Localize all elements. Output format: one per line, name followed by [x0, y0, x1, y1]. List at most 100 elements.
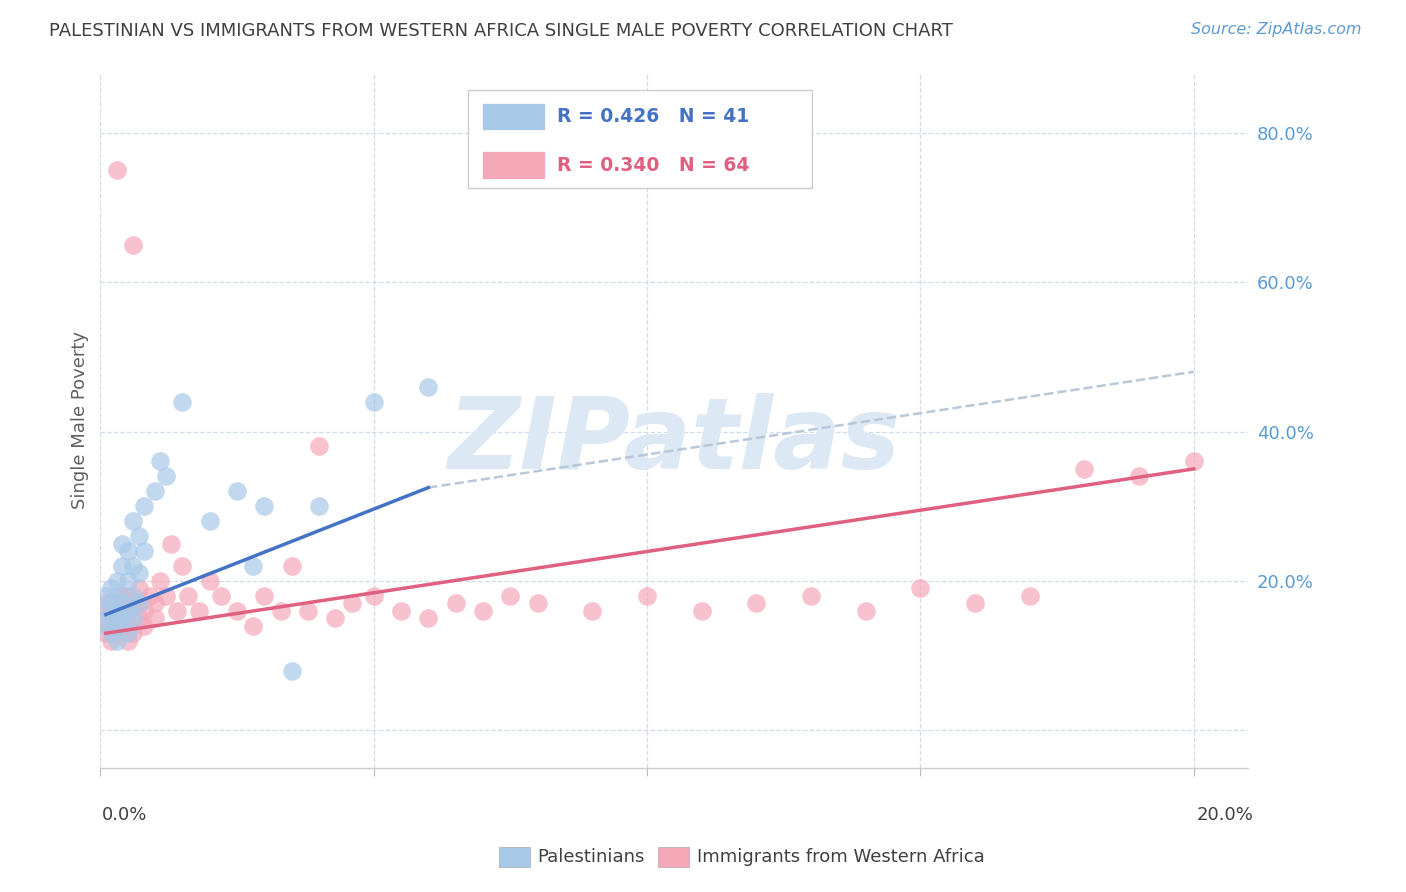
- Point: [242, 619, 264, 633]
- Point: [122, 237, 145, 252]
- Point: [128, 529, 150, 543]
- Point: [745, 596, 768, 610]
- Point: [105, 604, 128, 618]
- Point: [128, 582, 150, 596]
- Point: [690, 604, 713, 618]
- Point: [149, 574, 172, 588]
- Point: [128, 611, 150, 625]
- Point: [149, 454, 172, 468]
- Point: [444, 596, 467, 610]
- Point: [1073, 462, 1095, 476]
- Point: [297, 604, 319, 618]
- Point: [117, 604, 139, 618]
- Point: [105, 596, 128, 610]
- Text: R = 0.426   N = 41: R = 0.426 N = 41: [557, 107, 749, 126]
- Text: 20.0%: 20.0%: [1197, 805, 1254, 824]
- Point: [111, 604, 134, 618]
- Point: [418, 611, 440, 625]
- Point: [122, 626, 145, 640]
- Point: [910, 582, 932, 596]
- Text: R = 0.340   N = 64: R = 0.340 N = 64: [557, 155, 749, 175]
- Text: Palestinians: Palestinians: [537, 848, 644, 866]
- Point: [111, 559, 134, 574]
- Point: [172, 559, 194, 574]
- Point: [253, 500, 276, 514]
- Text: PALESTINIAN VS IMMIGRANTS FROM WESTERN AFRICA SINGLE MALE POVERTY CORRELATION CH: PALESTINIAN VS IMMIGRANTS FROM WESTERN A…: [49, 22, 953, 40]
- Point: [270, 604, 292, 618]
- Point: [105, 619, 128, 633]
- Text: ZIPatlas: ZIPatlas: [449, 392, 901, 490]
- Point: [308, 440, 330, 454]
- Point: [105, 633, 128, 648]
- Point: [226, 484, 249, 499]
- Point: [122, 611, 145, 625]
- Point: [128, 596, 150, 610]
- Point: [526, 596, 548, 610]
- Point: [105, 626, 128, 640]
- Point: [100, 611, 122, 625]
- Point: [94, 604, 117, 618]
- Point: [111, 596, 134, 610]
- Point: [111, 589, 134, 603]
- FancyBboxPatch shape: [468, 90, 813, 187]
- Text: Immigrants from Western Africa: Immigrants from Western Africa: [697, 848, 986, 866]
- Point: [132, 500, 155, 514]
- Point: [143, 596, 166, 610]
- FancyBboxPatch shape: [481, 103, 544, 130]
- Point: [94, 589, 117, 603]
- Point: [389, 604, 412, 618]
- Point: [1128, 469, 1150, 483]
- Point: [198, 574, 221, 588]
- Y-axis label: Single Male Poverty: Single Male Poverty: [72, 331, 89, 509]
- Point: [128, 596, 150, 610]
- Point: [499, 589, 522, 603]
- Point: [94, 611, 117, 625]
- Point: [581, 604, 603, 618]
- Point: [308, 500, 330, 514]
- Point: [100, 596, 122, 610]
- Point: [187, 604, 209, 618]
- Point: [226, 604, 249, 618]
- Point: [965, 596, 987, 610]
- Text: Source: ZipAtlas.com: Source: ZipAtlas.com: [1191, 22, 1361, 37]
- Text: 0.0%: 0.0%: [101, 805, 146, 824]
- Point: [122, 589, 145, 603]
- Point: [100, 604, 122, 618]
- Point: [94, 596, 117, 610]
- Point: [100, 633, 122, 648]
- Point: [340, 596, 363, 610]
- Point: [111, 536, 134, 550]
- Point: [177, 589, 200, 603]
- Point: [94, 626, 117, 640]
- Point: [242, 559, 264, 574]
- Point: [198, 514, 221, 528]
- Point: [253, 589, 276, 603]
- Point: [105, 589, 128, 603]
- Point: [117, 626, 139, 640]
- Point: [117, 619, 139, 633]
- Point: [172, 394, 194, 409]
- Point: [128, 566, 150, 581]
- Point: [132, 544, 155, 558]
- Point: [800, 589, 823, 603]
- Point: [855, 604, 877, 618]
- Point: [1182, 454, 1205, 468]
- Point: [636, 589, 658, 603]
- Point: [280, 664, 302, 678]
- FancyBboxPatch shape: [481, 152, 544, 178]
- Point: [166, 604, 188, 618]
- Point: [117, 633, 139, 648]
- Point: [100, 626, 122, 640]
- Point: [117, 544, 139, 558]
- Point: [105, 611, 128, 625]
- Point: [325, 611, 347, 625]
- Point: [138, 589, 160, 603]
- Point: [111, 611, 134, 625]
- Point: [105, 163, 128, 178]
- Point: [122, 559, 145, 574]
- Point: [1018, 589, 1040, 603]
- Point: [363, 394, 385, 409]
- Point: [155, 589, 177, 603]
- Point: [363, 589, 385, 603]
- Point: [143, 484, 166, 499]
